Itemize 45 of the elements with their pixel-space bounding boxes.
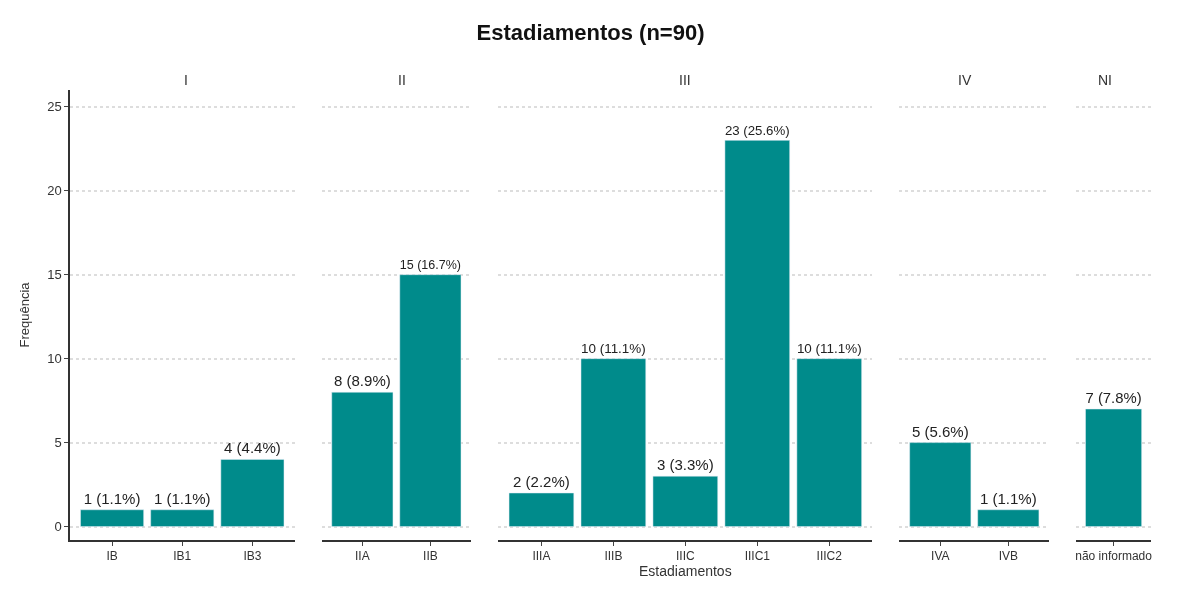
- x-tick-label: não informado: [1075, 549, 1153, 564]
- x-tick-label: IB3: [243, 549, 262, 564]
- data-label: 8 (8.9%): [334, 372, 391, 390]
- data-label: 3 (3.3%): [656, 456, 714, 474]
- y-tick-label: 25: [47, 99, 62, 115]
- x-tick-label: IIB: [423, 549, 438, 564]
- x-tick-label: IIIC: [676, 549, 696, 564]
- chart-subtitle: III: [679, 72, 691, 88]
- x-tick-label: IIIC2: [816, 549, 843, 564]
- bar: [724, 140, 790, 527]
- bar: [796, 358, 862, 527]
- x-tick-label: IB: [106, 549, 118, 564]
- chart-subtitle: IV: [958, 72, 972, 88]
- y-tick-label: 20: [47, 183, 62, 199]
- x-axis-title: Estadiamentos: [639, 563, 732, 580]
- data-label: 7 (7.8%): [1085, 390, 1142, 407]
- x-tick-label: IIIB: [604, 549, 623, 564]
- x-tick-label: IIA: [355, 549, 370, 564]
- x-tick-label: IIIC1: [744, 549, 771, 564]
- x-tick-label: IIIA: [532, 549, 551, 564]
- data-label: 4 (4.4%): [224, 439, 281, 457]
- data-label: 23 (25.6%): [724, 122, 790, 138]
- data-label: 10 (11.1%): [581, 340, 646, 356]
- chart-subtitle: NI: [1098, 72, 1112, 88]
- y-tick-label: 15: [47, 267, 62, 283]
- bar: [652, 475, 718, 527]
- data-label: 1 (1.1%): [153, 489, 211, 507]
- bar: [580, 358, 647, 527]
- data-label: 15 (16.7%): [399, 258, 461, 273]
- chart-subtitle: II: [398, 72, 406, 88]
- data-label: 1 (1.1%): [83, 489, 141, 507]
- x-tick-label: IB1: [173, 549, 192, 564]
- x-tick-label: IVB: [998, 549, 1018, 564]
- y-tick-label: 0: [54, 519, 62, 535]
- y-tick-label: 5: [54, 435, 62, 451]
- chart-subtitle: I: [184, 72, 188, 88]
- bar: [508, 492, 575, 527]
- y-axis-title: Frequência: [16, 281, 32, 348]
- y-tick-label: 10: [47, 351, 62, 367]
- data-label: 2 (2.2%): [513, 472, 570, 490]
- chart-title: Estadiamentos (n=90): [476, 19, 705, 45]
- x-tick-label: IVA: [931, 549, 950, 564]
- data-label: 10 (11.1%): [796, 340, 862, 356]
- data-label: 5 (5.6%): [911, 422, 969, 440]
- data-label: 1 (1.1%): [979, 489, 1037, 507]
